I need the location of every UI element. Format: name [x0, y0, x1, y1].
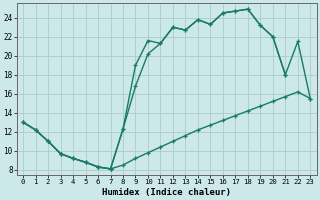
X-axis label: Humidex (Indice chaleur): Humidex (Indice chaleur) [102, 188, 231, 197]
